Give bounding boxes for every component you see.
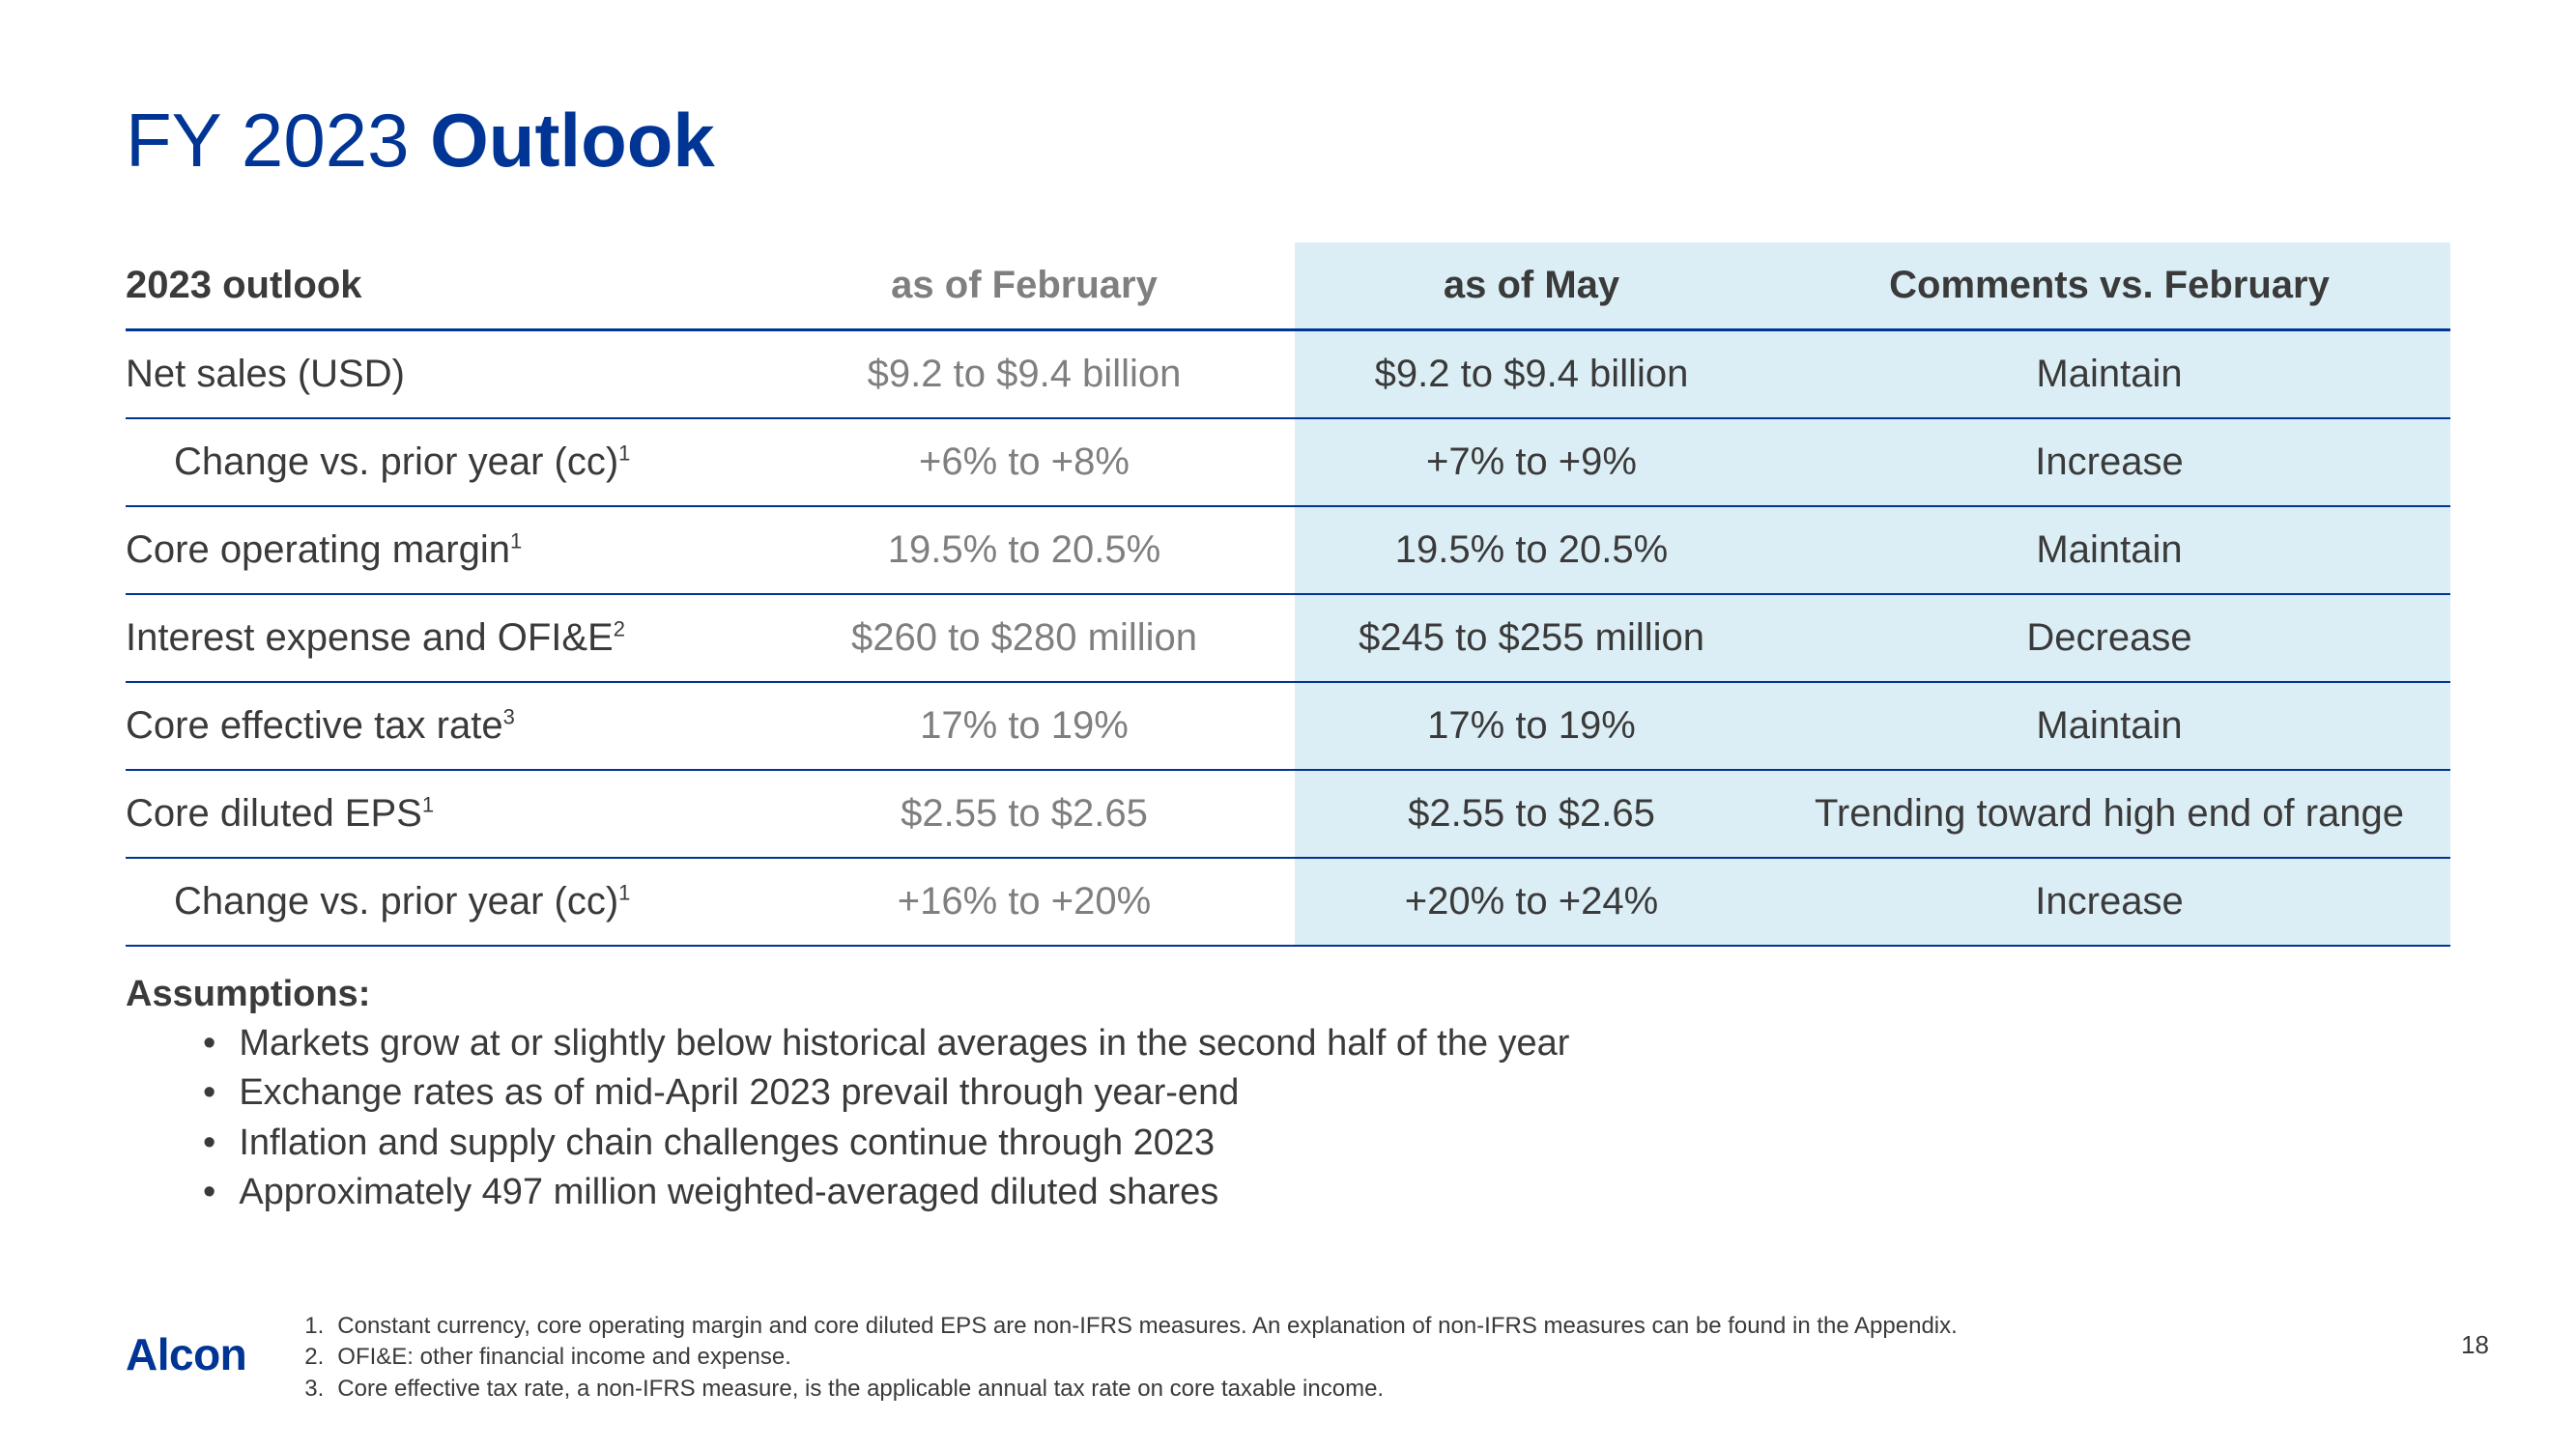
table-header-row: 2023 outlook as of February as of May Co… [126,242,2450,330]
page-number: 18 [2461,1330,2489,1360]
metric-label: Net sales (USD) [126,330,773,419]
table-row: Change vs. prior year (cc)1+6% to +8%+7%… [126,418,2450,506]
col-header-feb: as of February [773,242,1295,330]
footnote-text: OFI&E: other financial income and expens… [337,1342,791,1373]
footnote-number: 3. [304,1374,337,1405]
footnotes: 1.Constant currency, core operating marg… [304,1311,1958,1405]
footer: Alcon 1.Constant currency, core operatin… [126,1311,2489,1405]
assumptions-block: Assumptions: Markets grow at or slightly… [126,974,2450,1217]
footnote-number: 1. [304,1311,337,1342]
title-prefix: FY 2023 [126,98,430,183]
assumption-item: Markets grow at or slightly below histor… [203,1019,2450,1068]
value-feb: 17% to 19% [773,682,1295,770]
metric-label: Core operating margin1 [126,506,773,594]
value-feb: +6% to +8% [773,418,1295,506]
footnote-ref: 2 [614,617,625,641]
value-feb: $9.2 to $9.4 billion [773,330,1295,419]
footnote-text: Constant currency, core operating margin… [337,1311,1958,1342]
footnote-text: Core effective tax rate, a non-IFRS meas… [337,1374,1384,1405]
metric-label: Core effective tax rate3 [126,682,773,770]
value-comment: Trending toward high end of range [1788,770,2450,858]
footnote-item: 1.Constant currency, core operating marg… [304,1311,1958,1342]
value-feb: 19.5% to 20.5% [773,506,1295,594]
value-comment: Decrease [1788,594,2450,682]
value-may: 17% to 19% [1295,682,1788,770]
footnote-item: 2.OFI&E: other financial income and expe… [304,1342,1958,1373]
footnote-item: 3.Core effective tax rate, a non-IFRS me… [304,1374,1958,1405]
title-bold: Outlook [430,98,715,183]
outlook-table: 2023 outlook as of February as of May Co… [126,242,2450,947]
table-row: Core effective tax rate317% to 19%17% to… [126,682,2450,770]
value-may: $2.55 to $2.65 [1295,770,1788,858]
footnote-ref: 3 [503,705,515,729]
value-feb: $2.55 to $2.65 [773,770,1295,858]
value-may: +20% to +24% [1295,858,1788,946]
footnote-number: 2. [304,1342,337,1373]
metric-label: Change vs. prior year (cc)1 [126,858,773,946]
metric-label: Change vs. prior year (cc)1 [126,418,773,506]
col-header-outlook: 2023 outlook [126,242,773,330]
value-feb: $260 to $280 million [773,594,1295,682]
footnote-ref: 1 [422,793,434,817]
value-comment: Maintain [1788,330,2450,419]
assumption-item: Inflation and supply chain challenges co… [203,1119,2450,1168]
assumption-item: Exchange rates as of mid-April 2023 prev… [203,1068,2450,1118]
assumption-item: Approximately 497 million weighted-avera… [203,1168,2450,1217]
page-title: FY 2023 Outlook [126,97,2450,185]
table-row: Core diluted EPS1$2.55 to $2.65$2.55 to … [126,770,2450,858]
col-header-may: as of May [1295,242,1788,330]
table-row: Core operating margin119.5% to 20.5%19.5… [126,506,2450,594]
slide: FY 2023 Outlook 2023 outlook as of Febru… [0,0,2576,1449]
value-comment: Increase [1788,418,2450,506]
footnote-ref: 1 [510,529,522,554]
brand-logo: Alcon [126,1328,246,1380]
footnote-ref: 1 [618,881,630,905]
table-row: Interest expense and OFI&E2$260 to $280 … [126,594,2450,682]
table-row: Net sales (USD)$9.2 to $9.4 billion$9.2 … [126,330,2450,419]
table-row: Change vs. prior year (cc)1+16% to +20%+… [126,858,2450,946]
value-feb: +16% to +20% [773,858,1295,946]
metric-label: Interest expense and OFI&E2 [126,594,773,682]
value-may: $245 to $255 million [1295,594,1788,682]
value-may: +7% to +9% [1295,418,1788,506]
metric-label: Core diluted EPS1 [126,770,773,858]
footnote-ref: 1 [618,441,630,466]
value-comment: Maintain [1788,506,2450,594]
assumptions-label: Assumptions: [126,974,2450,1015]
value-comment: Increase [1788,858,2450,946]
value-may: $9.2 to $9.4 billion [1295,330,1788,419]
value-may: 19.5% to 20.5% [1295,506,1788,594]
value-comment: Maintain [1788,682,2450,770]
col-header-comments: Comments vs. February [1788,242,2450,330]
assumptions-list: Markets grow at or slightly below histor… [126,1019,2450,1217]
